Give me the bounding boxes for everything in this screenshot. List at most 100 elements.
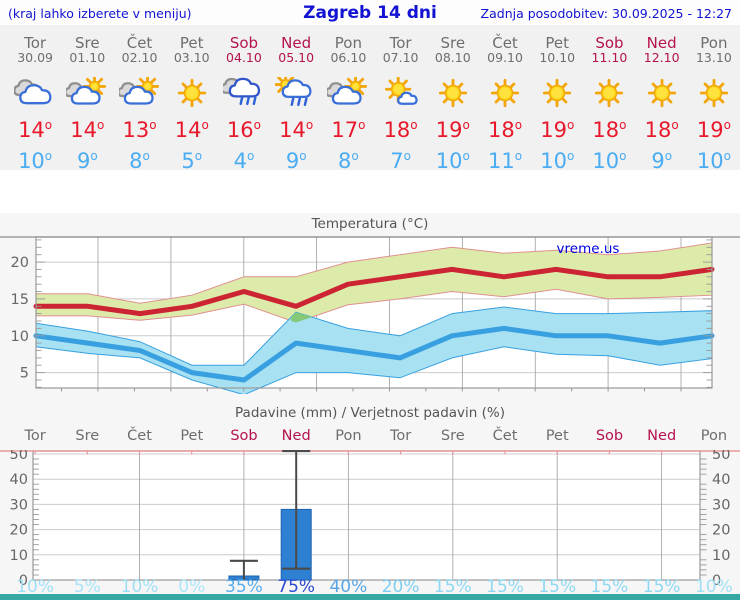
day-date: 09.10 xyxy=(487,50,523,65)
day-column: Tor 30.09 14o 10o xyxy=(9,25,61,174)
low-temp: 9o xyxy=(76,149,98,173)
low-temp: 8o xyxy=(129,149,150,173)
svg-text:30: 30 xyxy=(712,497,730,513)
high-temp: 19o xyxy=(435,118,470,142)
svg-text:50: 50 xyxy=(712,450,730,463)
precip-probability: 15% xyxy=(433,577,472,597)
partly-icon xyxy=(61,77,113,109)
low-temp: 9o xyxy=(285,149,307,173)
precipitation-chart: 0 0 10 10 20 20 30 30 40 40 50 50 xyxy=(0,450,740,588)
precip-probability: 10% xyxy=(16,577,54,597)
precip-probability: 35% xyxy=(225,577,263,597)
sunny-icon xyxy=(636,77,688,109)
day-date: 30.09 xyxy=(17,50,53,65)
day-column: Pet 10.10 19o 10o xyxy=(531,25,583,174)
high-temp: 17o xyxy=(331,118,366,142)
high-temp: 19o xyxy=(540,118,575,142)
precip-day-label: Ned xyxy=(647,428,677,444)
watermark: vreme.us xyxy=(557,241,620,257)
precip-probability: 15% xyxy=(642,577,681,597)
day-name: Pet xyxy=(545,34,570,52)
day-date: 07.10 xyxy=(382,50,419,65)
day-date: 12.10 xyxy=(643,50,680,65)
day-name: Tor xyxy=(24,34,47,52)
day-date: 04.10 xyxy=(226,50,262,65)
day-column: Čet 09.10 18o 11o xyxy=(479,25,531,174)
footer-bar xyxy=(0,594,740,600)
precip-day-label: Pet xyxy=(545,428,569,444)
precip-probability: 75% xyxy=(277,577,316,597)
high-temp: 14o xyxy=(70,118,105,142)
svg-text:0: 0 xyxy=(19,573,28,588)
day-date: 01.10 xyxy=(69,50,106,65)
day-name: Pon xyxy=(334,34,362,52)
day-name: Sob xyxy=(595,34,624,52)
day-name: Sob xyxy=(229,34,259,52)
partly-icon xyxy=(322,77,374,109)
rain-icon xyxy=(218,77,270,109)
sunny-icon xyxy=(531,77,583,109)
svg-text:20: 20 xyxy=(10,523,28,539)
high-temp: 14o xyxy=(18,118,53,142)
mostly-sunny-icon xyxy=(375,77,427,109)
high-temp: 18o xyxy=(487,118,523,142)
day-column: Pon 13.10 19o 10o xyxy=(688,25,740,174)
precip-probabilities: 10% 5% 10% 0% 35% 75% 40% 20% 15% 15% 15% 15% 15% 10% xyxy=(9,577,740,597)
partly-icon xyxy=(113,77,165,109)
day-name: Ned xyxy=(281,34,312,52)
high-temp: 13o xyxy=(122,118,157,142)
svg-text:30: 30 xyxy=(10,497,28,513)
day-column: Pon 06.10 17o 8o xyxy=(322,25,374,174)
precip-probability: 15% xyxy=(486,577,524,597)
sunny-icon xyxy=(166,77,218,109)
forecast-columns: Tor 30.09 14o 10o Sre 01.10 14o 9o Čet 02.10 13o 8o… xyxy=(9,25,740,173)
svg-text:10: 10 xyxy=(10,548,28,564)
forecast-strip xyxy=(0,25,740,170)
precip-day-label: Sob xyxy=(230,428,258,444)
precip-probability: 10% xyxy=(120,577,159,597)
day-column: Čet 02.10 13o 8o xyxy=(113,25,165,174)
precip-probability: 5% xyxy=(73,577,101,597)
day-name: Čet xyxy=(126,34,153,52)
temperature-chart-title: Temperatura (°C) xyxy=(311,216,429,232)
precip-probability: 15% xyxy=(590,577,629,597)
page-header: (kraj lahko izberete v meniju) Zagreb 14… xyxy=(0,0,740,25)
precip-day-label: Čet xyxy=(492,428,518,444)
high-temp: 19o xyxy=(696,118,731,142)
svg-text:40: 40 xyxy=(712,472,730,488)
sunny-icon xyxy=(583,77,635,109)
svg-text:40: 40 xyxy=(10,472,28,488)
day-date: 13.10 xyxy=(695,50,732,65)
precip-day-label: Sre xyxy=(75,428,100,444)
day-column: Ned 05.10 14o 9o xyxy=(270,25,322,174)
day-column: Pet 03.10 14o 5o xyxy=(166,25,218,174)
precip-day-label: Ned xyxy=(281,428,311,444)
precip-day-label: Pon xyxy=(335,428,362,444)
day-date: 08.10 xyxy=(434,50,471,65)
day-date: 02.10 xyxy=(121,50,158,65)
precip-day-label: Čet xyxy=(127,428,152,444)
last-update: Zadnja posodobitev: 30.09.2025 - 12:27 xyxy=(480,6,732,21)
sunny-icon xyxy=(427,77,479,109)
day-date: 05.10 xyxy=(278,50,315,65)
day-date: 10.10 xyxy=(539,50,576,65)
low-temp: 8o xyxy=(338,149,359,173)
svg-text:0: 0 xyxy=(712,573,721,588)
high-temp: 18o xyxy=(383,118,418,142)
precip-probability: 15% xyxy=(538,577,577,597)
high-temp: 18o xyxy=(592,118,627,142)
precip-probability: 0% xyxy=(178,577,206,597)
low-temp: 4o xyxy=(233,149,255,173)
svg-text:10: 10 xyxy=(11,329,29,345)
day-name: Ned xyxy=(646,34,677,52)
day-column: Sob 04.10 16o 4o xyxy=(218,25,270,174)
day-name: Čet xyxy=(492,34,518,52)
svg-text:20: 20 xyxy=(11,255,29,271)
day-name: Pon xyxy=(700,34,728,52)
page-title: Zagreb 14 dni xyxy=(303,3,437,23)
low-temp: 10o xyxy=(592,149,627,173)
high-temp: 14o xyxy=(174,118,209,142)
low-temp: 7o xyxy=(390,149,411,173)
precip-day-labels: Tor Sre Čet Pet Sob Ned Pon Tor Sre Čet Pet Sob Ned P… xyxy=(9,427,740,445)
low-temp: 10o xyxy=(540,149,575,173)
